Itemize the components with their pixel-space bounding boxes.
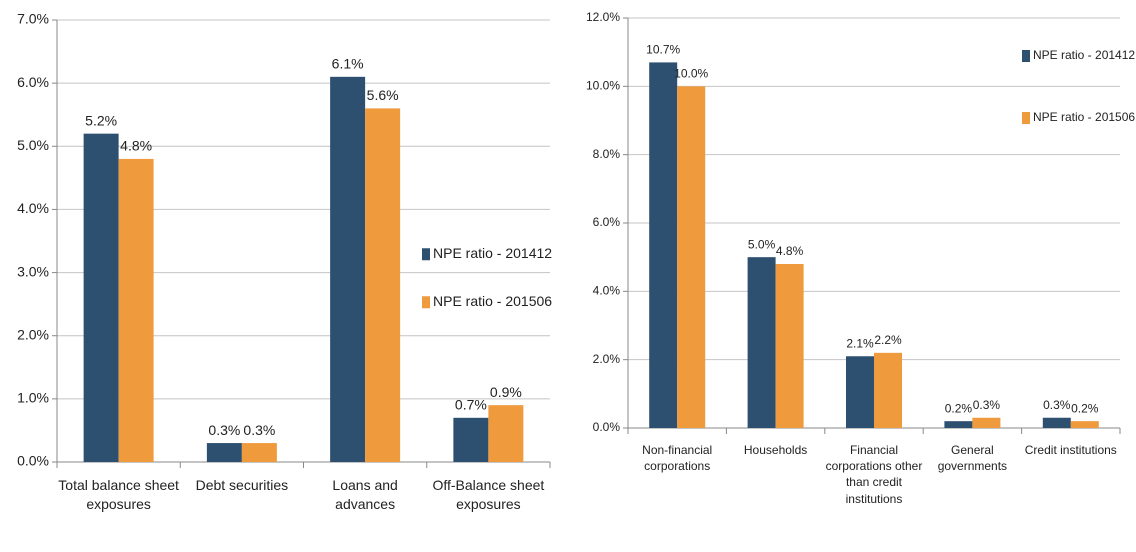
y-tick-label: 12.0% [586,10,620,24]
legend-label: NPE ratio - 201506 [433,293,552,309]
legend-label: NPE ratio - 201412 [433,245,552,261]
bar [83,133,119,462]
x-tick-label: Non-financial corporations [642,443,713,474]
value-label: 0.3% [1043,398,1071,412]
bar [1070,421,1099,428]
bar [677,86,706,428]
x-tick-label-box: Off-Balance sheet exposures [432,477,545,512]
bar [972,417,1001,428]
x-tick-label-box: General governments [937,443,1008,474]
x-tick-label-box: Financial corporations other than credit… [825,443,923,506]
x-tick-label: Credit institutions [1024,443,1117,457]
y-tick-label: 4.0% [593,284,621,298]
bar [874,352,902,428]
y-tick-label: 3.0% [17,263,49,279]
bar [330,76,366,462]
x-tick-label: Off-Balance sheet exposures [432,477,545,512]
y-tick-label: 0.0% [17,453,49,469]
x-tick-label-box: Debt securities [195,477,289,493]
y-tick-label: 5.0% [17,137,49,153]
x-tick-label: Loans and advances [332,477,398,512]
legend-swatch [1022,112,1030,124]
bar [775,264,804,428]
bar [747,257,776,428]
x-tick-label-box: Total balance sheet exposures [58,477,179,512]
bar [241,443,277,462]
value-label: 0.2% [1071,401,1099,415]
y-tick-label: 8.0% [593,147,621,161]
y-tick-label: 6.0% [593,215,621,229]
x-tick-label: General governments [937,443,1008,474]
bar [365,108,401,463]
value-label: 0.2% [945,401,973,415]
bar [944,421,973,428]
bar [206,443,242,462]
x-tick-label-box: Loans and advances [332,477,398,512]
value-label: 2.1% [846,336,874,350]
value-label: 0.9% [490,384,522,400]
y-tick-label: 10.0% [586,79,620,93]
y-tick-label: 0.0% [593,420,621,434]
y-tick-label: 2.0% [593,352,621,366]
value-label: 5.6% [367,87,399,103]
bar [649,62,678,429]
y-tick-label: 6.0% [17,74,49,90]
x-tick-label: Debt securities [195,477,289,493]
x-tick-label-box: Non-financial corporations [642,443,713,474]
x-tick-label-box: Credit institutions [1024,443,1117,457]
y-tick-label: 4.0% [17,200,49,216]
legend-swatch [422,248,430,261]
x-tick-label: Financial corporations other than credit… [825,443,923,506]
value-label: 5.2% [85,112,117,128]
value-label: 6.1% [332,56,364,72]
value-label: 4.8% [776,244,804,258]
bar [453,417,489,462]
legend-swatch [422,296,430,309]
value-label: 4.8% [120,138,152,154]
y-tick-label: 7.0% [17,11,49,27]
legend-label: NPE ratio - 201506 [1033,110,1135,124]
y-tick-label: 2.0% [17,326,49,342]
x-tick-label-box: Households [743,443,808,457]
y-tick-label: 1.0% [17,390,49,406]
value-label: 0.3% [243,422,275,438]
value-label: 0.3% [208,422,240,438]
value-label: 0.3% [973,398,1001,412]
x-tick-label: Total balance sheet exposures [58,477,179,512]
value-label: 10.0% [674,67,708,81]
bar [846,356,874,428]
value-label: 0.7% [455,397,487,413]
legend-label: NPE ratio - 201412 [1033,48,1135,62]
value-label: 2.2% [874,333,902,347]
value-label: 10.7% [646,43,680,57]
bar [1042,417,1071,428]
bar [488,405,524,462]
bar [118,158,154,462]
legend-swatch [1022,50,1030,62]
value-label: 5.0% [748,237,776,251]
x-tick-label: Households [743,443,808,457]
